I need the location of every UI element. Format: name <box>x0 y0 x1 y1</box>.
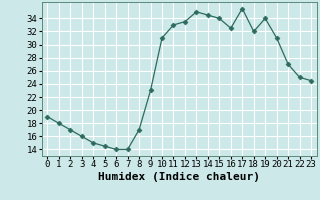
X-axis label: Humidex (Indice chaleur): Humidex (Indice chaleur) <box>98 172 260 182</box>
